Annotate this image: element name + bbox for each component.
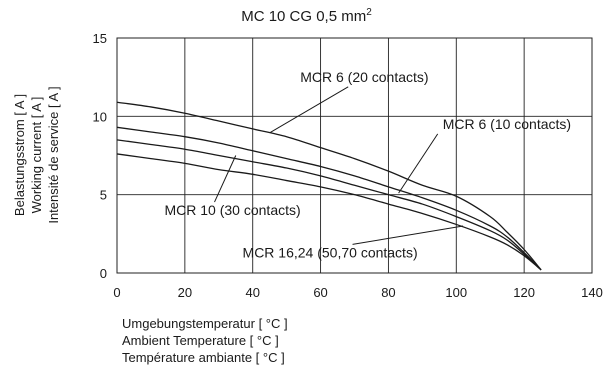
y-axis-label-de: Belastungsstrom [ A ] xyxy=(12,94,27,216)
y-tick-label: 15 xyxy=(93,31,107,46)
series-line-2 xyxy=(116,126,542,271)
x-tick-label: 40 xyxy=(245,285,259,300)
x-axis-labels: Umgebungstemperatur [ °C ] Ambient Tempe… xyxy=(122,315,288,366)
x-tick-label: 60 xyxy=(313,285,327,300)
series-line-1 xyxy=(116,101,542,271)
chart-title-main: MC 10 CG 0,5 mm xyxy=(241,8,367,25)
y-tick-label: 0 xyxy=(100,266,107,281)
y-axis-label-fr: Intensité de service [ A ] xyxy=(46,86,61,223)
annotation-leader-3 xyxy=(214,155,237,203)
y-axis-label-en: Working current [ A ] xyxy=(29,97,44,214)
annotation-leader-1 xyxy=(269,86,349,134)
series-annotation-4: MCR 16,24 (50,70 contacts) xyxy=(243,244,418,260)
series-annotation-2: MCR 6 (10 contacts) xyxy=(443,116,571,132)
series-annotation-3: MCR 10 (30 contacts) xyxy=(165,202,301,218)
x-axis-label-en: Ambient Temperature [ °C ] xyxy=(122,333,279,348)
x-axis-label-fr: Température ambiante [ °C ] xyxy=(122,350,285,365)
series-line-4 xyxy=(116,153,542,271)
annotation-leader-4 xyxy=(352,225,464,245)
chart-title: MC 10 CG 0,5 mm2 xyxy=(0,7,613,25)
x-tick-label: 120 xyxy=(513,285,535,300)
y-tick-label: 5 xyxy=(100,188,107,203)
chart-title-superscript: 2 xyxy=(366,7,372,18)
plot-frame xyxy=(116,37,593,274)
x-tick-label: 80 xyxy=(381,285,395,300)
x-tick-label: 0 xyxy=(113,285,120,300)
series-line-3 xyxy=(116,139,542,271)
x-tick-label: 20 xyxy=(178,285,192,300)
y-axis-labels: Belastungsstrom [ A ] Working current [ … xyxy=(12,86,61,223)
y-tick-label: 10 xyxy=(93,109,107,124)
annotation-leader-2 xyxy=(398,133,439,194)
x-tick-label: 100 xyxy=(445,285,467,300)
series-annotation-1: MCR 6 (20 contacts) xyxy=(300,69,428,85)
x-tick-label: 140 xyxy=(581,285,603,300)
x-axis-label-de: Umgebungstemperatur [ °C ] xyxy=(122,316,288,331)
